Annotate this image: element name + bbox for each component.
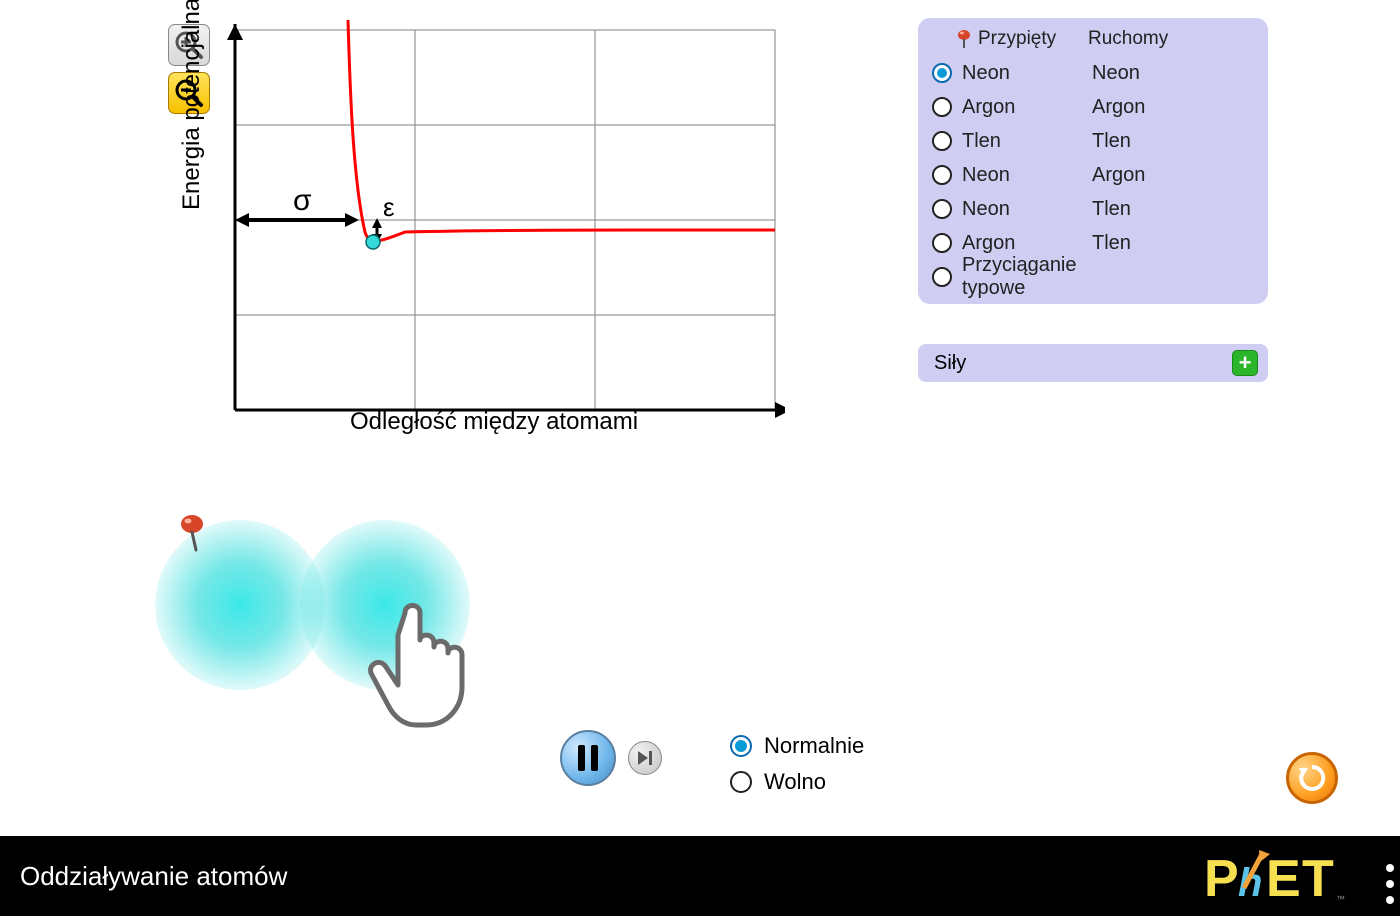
speed-label: Wolno [764,769,826,795]
radio-icon [730,771,752,793]
option-right-label: Argon [1092,164,1145,187]
radio-icon [932,63,952,83]
potential-energy-chart: σ ε [165,20,785,425]
atom-pair-option[interactable]: NeonArgon [932,158,1254,192]
play-pause-button[interactable] [560,730,616,786]
atom-pair-option[interactable]: ArgonArgon [932,90,1254,124]
speed-option[interactable]: Normalnie [730,728,864,764]
svg-text:h: h [1238,861,1262,905]
step-forward-button[interactable] [628,741,662,775]
chart-x-axis-label: Odległość między atomami [350,408,638,436]
phet-logo[interactable]: P h E T ™ [1204,844,1374,910]
option-right-label: Tlen [1092,232,1131,255]
option-right-label: Tlen [1092,198,1131,221]
reset-all-button[interactable] [1286,752,1338,804]
option-left-label: Neon [962,198,1092,221]
option-left-label: Argon [962,232,1092,255]
speed-option[interactable]: Wolno [730,764,864,800]
phet-menu-button[interactable] [1386,864,1394,904]
option-left-label: Neon [962,164,1092,187]
atom-pair-option[interactable]: NeonNeon [932,56,1254,90]
svg-text:T: T [1302,850,1334,908]
pin-icon [956,29,972,49]
forces-accordion[interactable]: Siły + [918,344,1268,382]
option-left-label: Neon [962,62,1092,85]
speed-label: Normalnie [764,733,864,759]
sim-title: Oddziaływanie atomów [20,861,287,892]
option-left-label: Przyciąganie typowe [962,254,1092,300]
radio-icon [932,199,952,219]
forces-label: Siły [934,352,966,375]
svg-text:P: P [1204,850,1239,908]
atom-pair-option[interactable]: Przyciąganie typowe [932,260,1254,294]
option-left-label: Argon [962,96,1092,119]
option-right-label: Tlen [1092,130,1131,153]
radio-icon [932,233,952,253]
panel-header-moving: Ruchomy [1088,28,1168,50]
radio-icon [932,131,952,151]
svg-text:™: ™ [1336,894,1345,904]
radio-icon [932,97,952,117]
option-right-label: Argon [1092,96,1145,119]
speed-options: Normalnie Wolno [730,728,864,800]
radio-icon [932,267,952,287]
atom-pair-panel: Przypięty Ruchomy NeonNeonArgonArgonTlen… [918,18,1268,304]
panel-header-pinned: Przypięty [978,28,1056,50]
potential-marker[interactable] [366,235,380,249]
svg-text:E: E [1266,850,1301,908]
atom-pair-option[interactable]: NeonTlen [932,192,1254,226]
atom-pin-icon [178,514,208,554]
atom-pair-option[interactable]: TlenTlen [932,124,1254,158]
expand-icon: + [1232,350,1258,376]
footer-bar: Oddziaływanie atomów [0,836,1400,916]
radio-icon [730,735,752,757]
option-right-label: Neon [1092,62,1140,85]
moving-atom[interactable] [300,520,470,690]
sigma-label: σ [293,184,312,217]
epsilon-label: ε [383,192,395,222]
option-left-label: Tlen [962,130,1092,153]
radio-icon [932,165,952,185]
